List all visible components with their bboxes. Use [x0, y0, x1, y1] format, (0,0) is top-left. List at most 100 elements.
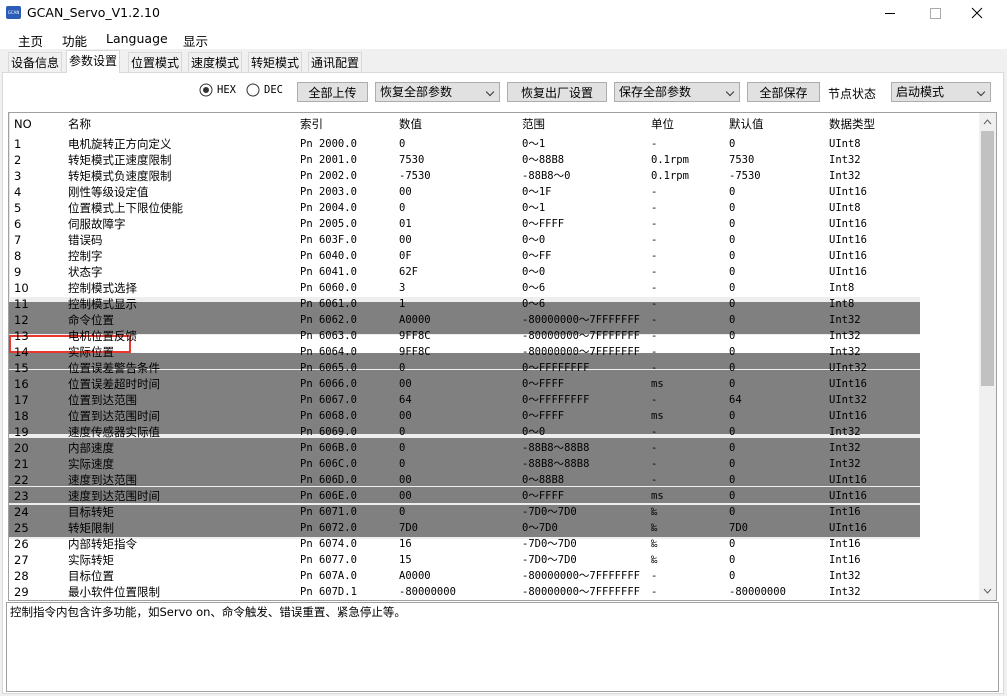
table-cell: - — [651, 218, 658, 230]
table-cell: 9 — [14, 265, 22, 279]
menu-item[interactable]: 功能 — [62, 34, 88, 49]
tab-active[interactable]: 参数设置 — [66, 50, 121, 73]
table-cell: 19 — [14, 425, 29, 439]
table-cell: - — [651, 586, 658, 598]
column-divider — [9, 274, 10, 297]
tab[interactable]: 转矩模式 — [248, 52, 303, 72]
table-cell: 0～88B8 — [522, 154, 565, 166]
row-highlight — [9, 353, 920, 369]
row-line — [9, 301, 920, 302]
table-cell: Pn 6077.0 — [300, 554, 357, 566]
table-cell: Int32 — [829, 346, 861, 358]
table-cell: Int16 — [829, 538, 861, 550]
row-line — [9, 538, 920, 539]
row-line — [9, 334, 920, 335]
tab[interactable]: 设备信息 — [8, 52, 63, 72]
table-cell: 0～FF — [522, 250, 552, 262]
dropdown[interactable]: 保存全部参数 — [614, 82, 740, 102]
node-state-label: 节点状态 — [828, 87, 877, 101]
table-cell: 0 — [729, 506, 736, 518]
row-highlight — [9, 438, 920, 454]
close[interactable] — [971, 7, 983, 19]
table-cell: 0～FFFF — [522, 490, 565, 502]
table-cell: 2 — [14, 153, 22, 167]
row-highlight — [9, 454, 920, 470]
window-controls[interactable] — [860, 0, 1007, 27]
table-cell: -80000000～7FFFFFFF — [522, 330, 640, 342]
table-cell: Pn 6061.0 — [300, 298, 357, 310]
table-cell: 实际速度 — [68, 457, 114, 471]
table-cell: 实际位置 — [68, 345, 114, 359]
row-line — [9, 486, 920, 487]
table-cell: 速度到达范围 — [68, 473, 137, 487]
parameter-table: NO 名称 索引 数值 范围 单位 默认值 数据类型 1 电机旋转正方向定义 Pn 2000.0 0 0… — [8, 112, 997, 601]
table-cell: 控制模式显示 — [68, 297, 137, 311]
tab[interactable]: 位置模式 — [128, 52, 183, 72]
table-cell: 0～1 — [522, 202, 546, 214]
table-cell: 0 — [729, 330, 736, 342]
title-bar — [0, 0, 1007, 27]
menu-item[interactable]: 主页 — [18, 34, 44, 49]
table-cell: ‰ — [651, 538, 658, 550]
table-cell: Pn 6040.0 — [300, 250, 357, 262]
dropdown[interactable]: 恢复全部参数 — [375, 82, 500, 102]
table-cell: 17 — [14, 393, 29, 407]
table-cell: - — [651, 250, 658, 262]
radio[interactable] — [246, 83, 260, 97]
table-cell: -88B8～88B8 — [522, 442, 590, 454]
table-cell: -80000000 — [399, 586, 456, 598]
table-cell: 29 — [14, 585, 29, 599]
radio-label: DEC — [264, 84, 283, 96]
tab[interactable]: 通讯配置 — [308, 52, 363, 72]
table-cell: 0～0 — [522, 234, 546, 246]
column-header: 默认值 — [729, 117, 764, 131]
table-cell: 0～FFFF — [522, 410, 565, 422]
table-cell: 命令位置 — [68, 313, 114, 327]
radio-checked[interactable] — [199, 83, 213, 97]
button[interactable]: 全部上传 — [297, 82, 368, 102]
table-cell: 27 — [14, 553, 29, 567]
table-cell: 刚性等级设定值 — [68, 185, 149, 199]
button[interactable]: 全部保存 — [747, 82, 820, 102]
table-cell: 0 — [729, 442, 736, 454]
table-cell: Int32 — [829, 170, 861, 182]
table-cell: 内部速度 — [68, 441, 114, 455]
table-cell: 62F — [399, 266, 418, 278]
table-cell: 位置误差警告条件 — [68, 361, 160, 375]
table-cell: - — [651, 570, 658, 582]
table-cell: - — [651, 234, 658, 246]
table-cell: Int32 — [829, 570, 861, 582]
window-title: GCAN_Servo_V1.2.10 — [27, 5, 160, 20]
table-cell: Pn 6067.0 — [300, 394, 357, 406]
button[interactable]: 恢复出厂设置 — [507, 82, 607, 102]
column-divider — [9, 113, 10, 136]
table-cell: Pn 6074.0 — [300, 538, 357, 550]
scrollbar[interactable] — [979, 113, 996, 600]
tab[interactable]: 速度模式 — [188, 52, 243, 72]
table-cell: UInt16 — [829, 474, 867, 486]
table-cell: -88B8～88B8 — [522, 458, 590, 470]
table-cell: 速度到达范围时间 — [68, 489, 160, 503]
table-cell: - — [651, 458, 658, 470]
table-cell: Int32 — [829, 586, 861, 598]
table-cell: 13 — [14, 329, 29, 343]
table-cell: UInt16 — [829, 234, 867, 246]
menu-item[interactable]: 显示 — [183, 34, 209, 49]
menu-bar — [0, 27, 1007, 49]
table-cell: 16 — [399, 538, 412, 550]
maximize[interactable] — [930, 8, 941, 19]
table-cell: 16 — [14, 377, 29, 391]
table-cell: 0 — [729, 266, 736, 278]
table-cell: Pn 6064.0 — [300, 346, 357, 358]
table-cell: 目标位置 — [68, 569, 114, 583]
table-cell: 电机旋转正方向定义 — [68, 137, 172, 151]
row-line — [9, 437, 920, 438]
table-cell: Int32 — [829, 442, 861, 454]
dropdown[interactable]: 启动模式 — [891, 82, 991, 102]
table-cell: 25 — [14, 521, 29, 535]
table-cell: 转矩模式负速度限制 — [68, 169, 172, 183]
menu-item[interactable]: Language — [106, 31, 168, 46]
table-cell: 0～6 — [522, 298, 546, 310]
table-cell: ms — [651, 410, 664, 422]
table-cell: -7D0～7D0 — [522, 506, 577, 518]
